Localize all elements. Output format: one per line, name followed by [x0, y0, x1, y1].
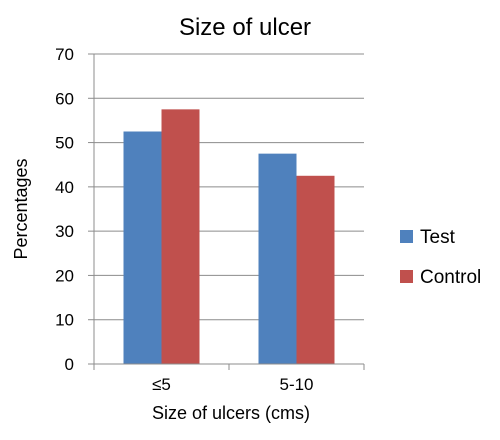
chart-title: Size of ulcer — [179, 14, 311, 41]
legend-label-test: Test — [420, 227, 456, 248]
legend: Test Control — [400, 227, 481, 288]
x-axis-label: Size of ulcers (cms) — [152, 403, 310, 423]
y-tick-label: 60 — [55, 89, 74, 108]
y-tick-label: 40 — [55, 178, 74, 197]
x-tick-label: 5-10 — [279, 375, 313, 394]
y-tick-label: 30 — [55, 222, 74, 241]
axes — [88, 53, 365, 370]
bars — [123, 109, 335, 364]
legend-swatch-control — [400, 270, 413, 283]
bar-test-1 — [258, 153, 297, 364]
legend-swatch-test — [400, 230, 413, 243]
x-tick-label: ≤5 — [152, 375, 171, 394]
bar-control-1 — [296, 175, 335, 364]
bar-test-0 — [123, 131, 162, 364]
y-tick-label: 50 — [55, 134, 74, 153]
y-tick-label: 70 — [55, 45, 74, 64]
y-axis-label: Percentages — [11, 158, 31, 259]
x-tick-labels: ≤5 5-10 — [152, 375, 313, 394]
y-tick-label: 20 — [55, 266, 74, 285]
y-tick-label: 10 — [55, 311, 74, 330]
y-tick-label: 0 — [65, 355, 74, 374]
y-tick-labels: 0 10 20 30 40 50 60 70 — [55, 45, 74, 374]
legend-label-control: Control — [420, 267, 481, 288]
bar-control-0 — [161, 109, 200, 364]
